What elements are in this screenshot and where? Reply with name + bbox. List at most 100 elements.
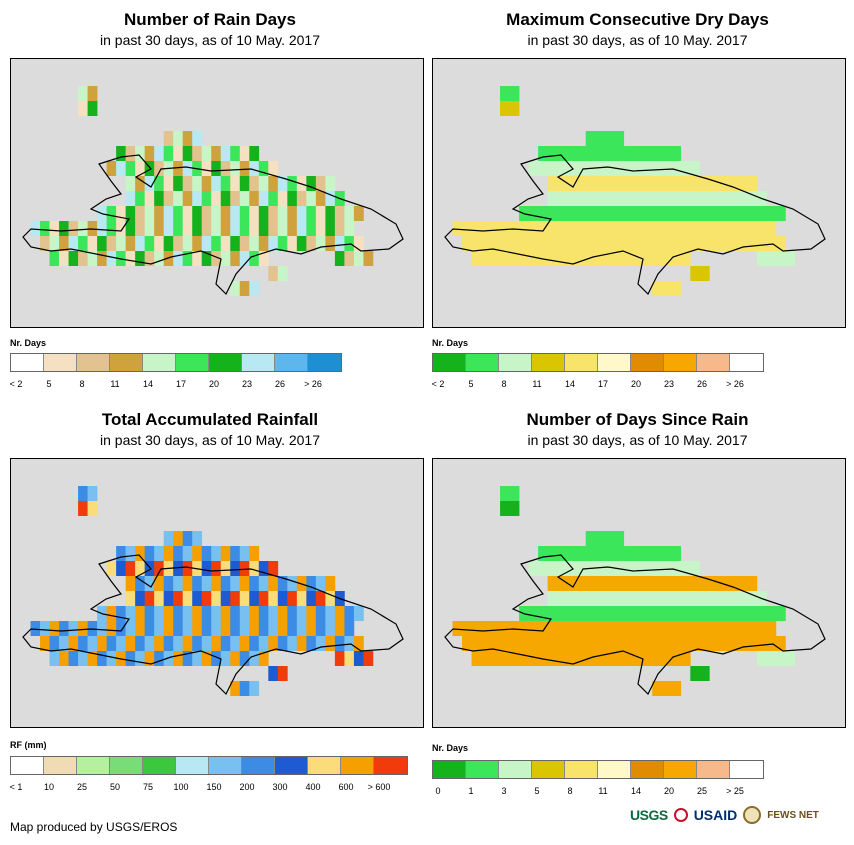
grid-cell [192,206,203,221]
legend-tick-label: > 25 [726,786,744,796]
legend-tick-label: 17 [175,379,187,389]
grid-cell [490,251,501,266]
legend-swatch [11,354,44,371]
grid-cell [718,221,729,236]
grid-cell [728,606,739,621]
grid-cell [690,576,701,591]
grid-cell [576,591,587,606]
grid-cell [144,606,155,621]
grid-cell [49,251,60,266]
grid-cell [595,576,606,591]
grid-cell [766,621,777,636]
grid-cell [585,131,596,146]
grid-cell [652,591,663,606]
grid-cell [680,621,691,636]
grid-cell [471,651,482,666]
grid-cell [239,161,250,176]
grid-cell [623,651,634,666]
grid-cell [144,146,155,161]
grid-cell [268,621,279,636]
grid-cell [306,591,317,606]
legend-title: Nr. Days [10,338,47,348]
grid-cell [604,561,615,576]
grid-cell [182,176,193,191]
grid-cell [287,576,298,591]
grid-cell [614,221,625,236]
grid-cell [249,191,260,206]
grid-cell [211,251,222,266]
grid-cell [249,206,260,221]
grid-cell [230,236,241,251]
legend-tick-label: 8 [501,379,507,389]
credit-text: Map produced by USGS/EROS [10,820,178,834]
grid-cell [78,651,88,666]
grid-cell [557,621,567,636]
grid-cell [135,651,145,666]
grid-cell [163,236,174,251]
grid-cell [230,191,241,206]
legend-tick-label: 14 [564,379,576,389]
grid-cell [211,606,222,621]
grid-cell [211,191,222,206]
grid-cell [452,621,463,636]
grid-cell [220,221,231,236]
grid-cell [614,176,625,191]
legend-swatch [499,354,532,371]
grid-cell [737,621,748,636]
grid-cell [737,191,748,206]
grid-cell [462,621,472,636]
grid-cell [661,606,672,621]
legend-tick-label: 400 [305,782,321,792]
grid-cell [182,621,193,636]
grid-cell [306,221,317,236]
grid-cell [576,576,587,591]
grid-cell [566,191,577,206]
grid-cell [163,546,174,561]
grid-cell [652,621,663,636]
legend-tick-label: 23 [241,379,253,389]
grid-cell [585,531,596,546]
grid-cell [604,191,615,206]
grid-cell [747,591,758,606]
grid-cell [182,576,193,591]
grid-cell [306,621,317,636]
grid-cell [709,236,720,251]
grid-cell [30,221,41,236]
grid-cell [690,621,701,636]
grid-cell [144,636,155,651]
grid-cell [642,236,653,251]
grid-cell [614,606,625,621]
grid-cell [363,251,374,266]
legend-swatch [308,354,341,371]
legend-tick-label: 5 [46,379,52,389]
legend-swatch [275,354,308,371]
grid-cell [595,651,606,666]
grid-cell [604,621,615,636]
grid-cell [528,651,539,666]
grid-cell [287,191,298,206]
grid-cell [239,636,250,651]
grid-cell [192,546,203,561]
grid-cell [287,236,298,251]
grid-cell [642,251,653,266]
grid-cell [652,576,663,591]
grid-cell [576,236,587,251]
grid-cell [78,101,88,116]
grid-cell [709,621,720,636]
grid-cell [173,531,184,546]
legend-title: RF (mm) [10,740,47,750]
legend-bar [10,353,342,372]
grid-cell [192,621,203,636]
grid-cell [192,576,203,591]
grid-cell [747,221,758,236]
grid-cell [661,576,672,591]
grid-cell [661,161,672,176]
grid-cell [680,191,691,206]
grid-cell [268,266,279,281]
grid-cell [585,576,596,591]
grid-cell [192,191,203,206]
legend-swatch [308,757,341,774]
grid-cell [154,161,165,176]
grid-cell [239,281,250,296]
grid-cell [756,206,767,221]
